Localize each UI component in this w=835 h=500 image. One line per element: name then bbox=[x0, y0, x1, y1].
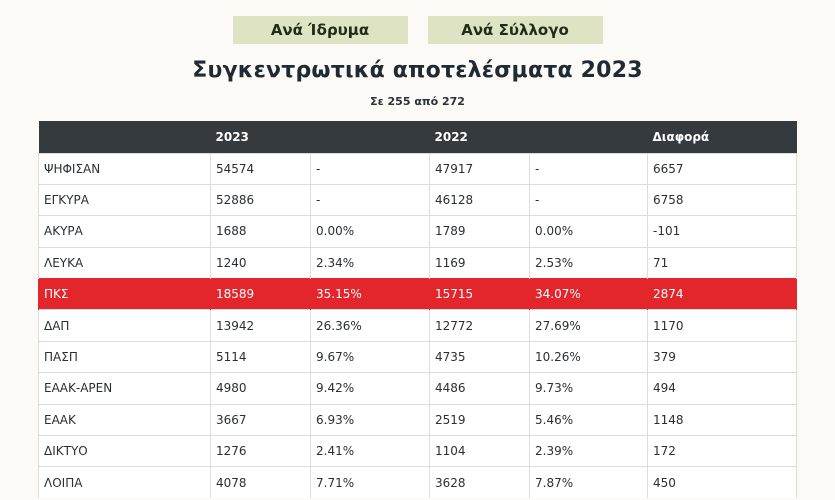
votes-2022: 15715 bbox=[429, 278, 530, 310]
votes-2023: 4980 bbox=[210, 372, 311, 405]
percent-2022: 0.00% bbox=[529, 215, 648, 248]
table-row: ΨΗΦΙΣΑΝ 54574-47917-6657 bbox=[38, 152, 797, 185]
page-title: Συγκεντρωτικά αποτελέσματα 2023 bbox=[192, 58, 643, 83]
page-subtitle: Σε 255 από 272 bbox=[370, 95, 465, 108]
percent-2023: 26.36% bbox=[310, 309, 430, 342]
votes-2022: 1789 bbox=[429, 215, 530, 248]
difference: 172 bbox=[647, 435, 797, 467]
percent-2022: 10.26% bbox=[529, 340, 648, 373]
header-2022: 2022 bbox=[429, 121, 530, 153]
votes-2023: 54574 bbox=[210, 152, 311, 185]
table-row: ΔΙΚΤΥΟ 1276 2.41% 1104 2.39% 172 bbox=[38, 435, 797, 467]
percent-2023: 2.34% bbox=[310, 246, 430, 279]
votes-2023: 1688 bbox=[210, 215, 311, 248]
percent-2022: 2.39% bbox=[529, 435, 648, 467]
difference: 71 bbox=[647, 246, 797, 279]
results-table: 2023 2022 Διαφορά ΨΗΦΙΣΑΝ 54574-47917-665… bbox=[38, 121, 797, 499]
row-label: ΕΑΑΚ bbox=[38, 403, 211, 436]
percent-2023: 0.00% bbox=[310, 215, 430, 248]
difference: 494 bbox=[647, 372, 797, 405]
percent-2023: - bbox=[310, 183, 430, 216]
votes-2022: 4735 bbox=[429, 340, 530, 373]
difference: 6657 bbox=[647, 152, 797, 185]
votes-2022: 1104 bbox=[429, 435, 530, 467]
row-label: ΕΑΑΚ-ΑΡΕΝ bbox=[38, 372, 211, 405]
header-row: 2023 2022 Διαφορά bbox=[38, 121, 797, 153]
votes-2023: 52886 bbox=[210, 183, 311, 216]
votes-2022: 2519 bbox=[429, 403, 530, 436]
header-2022-pct bbox=[529, 121, 648, 153]
votes-2023: 13942 bbox=[210, 309, 311, 342]
percent-2022: 2.53% bbox=[529, 246, 648, 279]
header-2023: 2023 bbox=[210, 121, 311, 153]
row-label: ΛΟΙΠΑ bbox=[38, 466, 211, 499]
difference: 1148 bbox=[647, 403, 797, 436]
table-row: ΕΑΑΚ-ΑΡΕΝ 4980 9.42% 4486 9.73% 494 bbox=[38, 372, 797, 405]
row-label: ΠΚΣ bbox=[38, 278, 211, 310]
table-row: ΠΚΣ 18589 35.15% 15715 34.07% 2874 bbox=[38, 278, 797, 310]
row-label: ΔΙΚΤΥΟ bbox=[38, 435, 211, 467]
votes-2022: 1169 bbox=[429, 246, 530, 279]
header-label bbox=[38, 121, 211, 153]
votes-2023: 5114 bbox=[210, 340, 311, 373]
percent-2023: 9.67% bbox=[310, 340, 430, 373]
percent-2022: - bbox=[529, 152, 648, 185]
table-row: ΑΚΥΡΑ 1688 0.00% 1789 0.00% -101 bbox=[38, 215, 797, 248]
percent-2023: 35.15% bbox=[310, 278, 430, 310]
votes-2022: 3628 bbox=[429, 466, 530, 499]
row-label: ΕΓΚΥΡΑ bbox=[38, 183, 211, 216]
percent-2023: - bbox=[310, 152, 430, 185]
difference: 6758 bbox=[647, 183, 797, 216]
difference: 450 bbox=[647, 466, 797, 499]
percent-2023: 2.41% bbox=[310, 435, 430, 467]
percent-2022: 5.46% bbox=[529, 403, 648, 436]
header-diff: Διαφορά bbox=[647, 121, 797, 153]
votes-2023: 1240 bbox=[210, 246, 311, 279]
difference: 1170 bbox=[647, 309, 797, 342]
header-2023-pct bbox=[310, 121, 430, 153]
row-label: ΨΗΦΙΣΑΝ bbox=[38, 152, 211, 185]
votes-2023: 3667 bbox=[210, 403, 311, 436]
votes-2022: 4486 bbox=[429, 372, 530, 405]
difference: 2874 bbox=[647, 278, 797, 310]
difference: 379 bbox=[647, 340, 797, 373]
votes-2023: 4078 bbox=[210, 466, 311, 499]
votes-2022: 46128 bbox=[429, 183, 530, 216]
difference: -101 bbox=[647, 215, 797, 248]
percent-2022: 34.07% bbox=[529, 278, 648, 310]
row-label: ΔΑΠ bbox=[38, 309, 211, 342]
percent-2023: 9.42% bbox=[310, 372, 430, 405]
results-table-header: 2023 2022 Διαφορά bbox=[38, 121, 797, 153]
table-row: ΕΓΚΥΡΑ 52886-46128-6758 bbox=[38, 183, 797, 216]
table-row: ΛΕΥΚΑ 1240 2.34% 1169 2.53% 71 bbox=[38, 246, 797, 279]
table-row: ΔΑΠ 13942 26.36% 12772 27.69% 1170 bbox=[38, 309, 797, 342]
percent-2022: - bbox=[529, 183, 648, 216]
table-row: ΠΑΣΠ 5114 9.67% 4735 10.26% 379 bbox=[38, 340, 797, 373]
percent-2023: 7.71% bbox=[310, 466, 430, 499]
tab-by-institution[interactable]: Ανά Ίδρυμα bbox=[232, 16, 408, 44]
results-table-body: ΨΗΦΙΣΑΝ 54574-47917-6657 ΕΓΚΥΡΑ 52886-46128… bbox=[38, 152, 797, 499]
votes-2023: 18589 bbox=[210, 278, 311, 310]
votes-2022: 12772 bbox=[429, 309, 530, 342]
percent-2022: 9.73% bbox=[529, 372, 648, 405]
votes-2023: 1276 bbox=[210, 435, 311, 467]
table-row: ΛΟΙΠΑ 4078 7.71% 3628 7.87% 450 bbox=[38, 466, 797, 499]
row-label: ΛΕΥΚΑ bbox=[38, 246, 211, 279]
row-label: ΠΑΣΠ bbox=[38, 340, 211, 373]
row-label: ΑΚΥΡΑ bbox=[38, 215, 211, 248]
percent-2022: 7.87% bbox=[529, 466, 648, 499]
view-tabs: Ανά Ίδρυμα Ανά Σύλλογο bbox=[0, 16, 835, 44]
tab-by-association[interactable]: Ανά Σύλλογο bbox=[427, 16, 603, 44]
votes-2022: 47917 bbox=[429, 152, 530, 185]
percent-2022: 27.69% bbox=[529, 309, 648, 342]
table-row: ΕΑΑΚ 3667 6.93% 2519 5.46% 1148 bbox=[38, 403, 797, 436]
percent-2023: 6.93% bbox=[310, 403, 430, 436]
